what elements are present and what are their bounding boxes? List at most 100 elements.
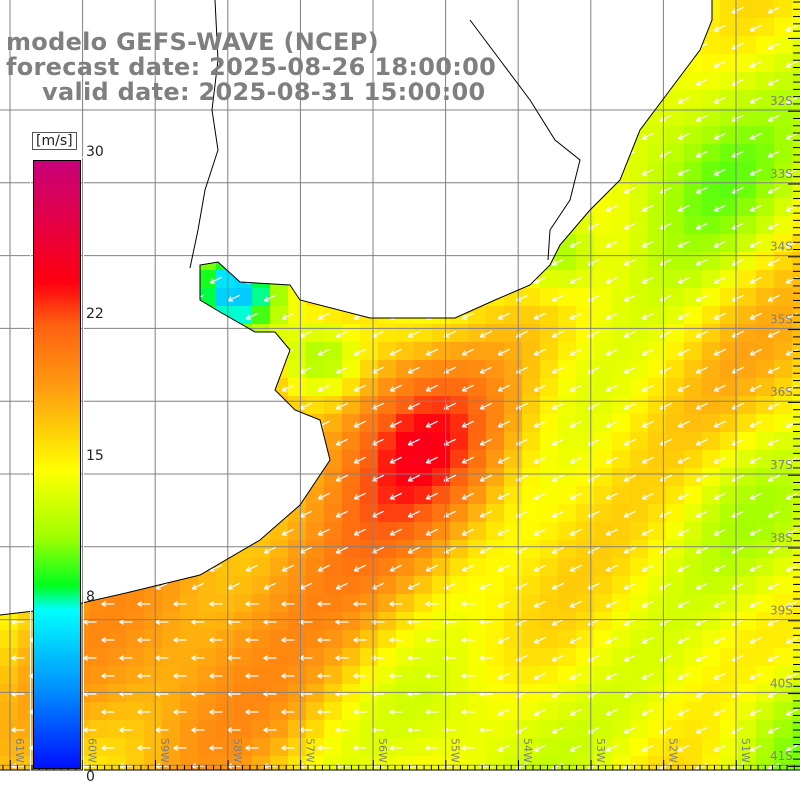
wind-cell	[450, 684, 469, 703]
wind-cell	[234, 432, 253, 451]
wind-cell	[252, 450, 271, 469]
wind-arrow	[677, 384, 691, 392]
wind-cell	[702, 684, 721, 703]
wind-arrow	[677, 564, 691, 572]
wind-arrow	[119, 330, 133, 338]
wind-cell	[702, 0, 721, 19]
wind-arrow	[677, 240, 691, 248]
wind-cell	[0, 324, 19, 343]
wind-cell	[162, 0, 181, 19]
wind-cell	[540, 594, 559, 613]
wind-cell	[126, 0, 145, 19]
wind-cell	[702, 630, 721, 649]
wind-cell	[774, 666, 793, 685]
wind-cell	[558, 342, 577, 361]
wind-arrow	[695, 6, 709, 14]
wind-cell	[144, 234, 163, 253]
wind-cell	[738, 234, 757, 253]
wind-arrow	[461, 168, 475, 176]
wind-cell	[252, 234, 271, 253]
wind-cell	[108, 270, 127, 289]
wind-arrow	[281, 312, 295, 320]
wind-cell	[540, 198, 559, 217]
wind-cell	[612, 270, 631, 289]
wind-cell	[306, 252, 325, 271]
wind-cell	[720, 576, 739, 595]
wind-cell	[432, 288, 451, 307]
wind-arrow	[677, 456, 691, 464]
wind-arrow	[83, 438, 97, 446]
wind-cell	[0, 702, 19, 721]
wind-cell	[738, 756, 757, 770]
wind-arrow	[173, 673, 187, 679]
wind-arrow	[209, 528, 223, 536]
wind-arrow	[137, 168, 151, 176]
wind-cell	[288, 630, 307, 649]
wind-arrow	[209, 312, 223, 320]
wind-cell	[0, 306, 19, 325]
wind-cell	[162, 540, 181, 559]
wind-arrow	[749, 528, 763, 536]
wind-arrow	[659, 510, 673, 518]
wind-cell	[612, 180, 631, 199]
wind-cell	[666, 558, 685, 577]
wind-cell	[90, 342, 109, 361]
wind-cell	[126, 684, 145, 703]
wind-cell	[18, 612, 37, 631]
wind-arrow	[83, 402, 97, 410]
wind-arrow	[155, 150, 169, 158]
wind-arrow	[767, 438, 781, 446]
wind-arrow	[479, 294, 493, 302]
wind-cell	[576, 234, 595, 253]
colorbar-unit: [m/s]	[32, 132, 77, 150]
wind-arrow	[533, 672, 547, 680]
wind-cell	[648, 270, 667, 289]
wind-arrow	[425, 601, 439, 607]
wind-arrow	[101, 456, 115, 464]
wind-cell	[234, 342, 253, 361]
wind-cell	[558, 738, 577, 757]
wind-arrow	[83, 114, 97, 122]
wind-cell	[360, 720, 379, 739]
wind-cell	[468, 252, 487, 271]
wind-arrow	[11, 727, 25, 733]
wind-arrow	[335, 222, 349, 230]
wind-cell	[360, 126, 379, 145]
wind-arrow	[209, 492, 223, 500]
wind-cell	[756, 90, 775, 109]
wind-arrow	[191, 6, 205, 14]
wind-arrow	[281, 492, 295, 500]
wind-cell	[342, 720, 361, 739]
wind-cell	[72, 108, 91, 127]
wind-cell	[666, 414, 685, 433]
wind-cell	[414, 360, 433, 379]
wind-cell	[522, 594, 541, 613]
wind-arrow	[713, 132, 727, 140]
wind-cell	[360, 702, 379, 721]
wind-cell	[216, 702, 235, 721]
wind-cell	[108, 234, 127, 253]
wind-cell	[792, 702, 800, 721]
wind-arrow	[101, 312, 115, 320]
wind-cell	[450, 108, 469, 127]
wind-cell	[702, 540, 721, 559]
wind-cell	[0, 396, 19, 415]
wind-cell	[198, 432, 217, 451]
wind-cell	[378, 342, 397, 361]
wind-cell	[342, 342, 361, 361]
wind-cell	[360, 468, 379, 487]
wind-arrow	[605, 96, 619, 104]
wind-cell	[432, 144, 451, 163]
wind-cell	[630, 522, 649, 541]
wind-arrow	[263, 366, 277, 374]
wind-arrow	[551, 474, 565, 482]
wind-cell	[522, 396, 541, 415]
wind-arrow	[119, 366, 133, 374]
wind-arrow	[425, 240, 439, 248]
wind-cell	[324, 738, 343, 757]
wind-arrow	[713, 564, 727, 572]
wind-cell	[414, 108, 433, 127]
wind-cell	[216, 342, 235, 361]
wind-cell	[720, 18, 739, 37]
wind-cell	[612, 324, 631, 343]
